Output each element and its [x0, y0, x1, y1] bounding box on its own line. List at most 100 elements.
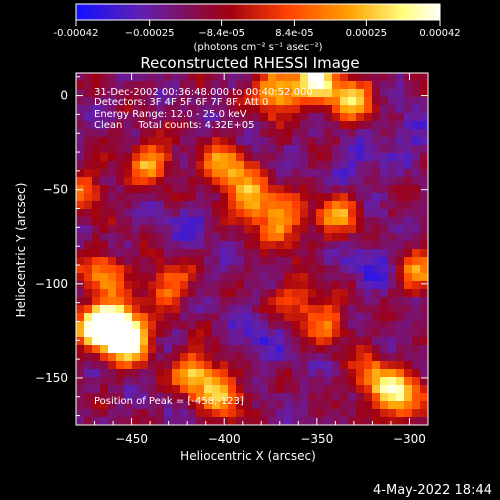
heatmap-cell	[340, 329, 349, 338]
heatmap-cell	[124, 265, 133, 274]
heatmap-cell	[132, 137, 141, 146]
heatmap-cell	[180, 145, 189, 154]
heatmap-cell	[220, 265, 229, 274]
heatmap-cell	[372, 361, 381, 370]
heatmap-cell	[364, 241, 373, 250]
heatmap-cell	[180, 201, 189, 210]
heatmap-cell	[92, 273, 101, 282]
heatmap-cell	[340, 185, 349, 194]
heatmap-cell	[316, 337, 325, 346]
heatmap-cell	[172, 105, 181, 114]
heatmap-cell	[348, 105, 357, 114]
heatmap-cell	[324, 249, 333, 258]
heatmap-cell	[156, 329, 165, 338]
heatmap-cell	[396, 353, 405, 362]
heatmap-cell	[236, 273, 245, 282]
heatmap-cell	[164, 369, 173, 378]
heatmap-cell	[236, 121, 245, 130]
heatmap-cell	[372, 169, 381, 178]
heatmap-cell	[140, 329, 149, 338]
heatmap-cell	[244, 97, 253, 106]
heatmap-cell	[340, 385, 349, 394]
heatmap-cell	[76, 265, 85, 274]
heatmap-cell	[124, 225, 133, 234]
heatmap-cell	[364, 177, 373, 186]
heatmap-cell	[228, 113, 237, 122]
heatmap-cell	[84, 113, 93, 122]
heatmap-cell	[252, 89, 261, 98]
heatmap-cell	[348, 353, 357, 362]
heatmap-cell	[180, 177, 189, 186]
heatmap-cell	[92, 153, 101, 162]
heatmap-cell	[356, 393, 365, 402]
heatmap-cell	[412, 369, 421, 378]
heatmap-cell	[420, 401, 429, 410]
heatmap-cell	[340, 129, 349, 138]
heatmap-cell	[172, 417, 181, 426]
heatmap-cell	[164, 105, 173, 114]
heatmap-cell	[420, 249, 429, 258]
heatmap-cell	[132, 305, 141, 314]
heatmap-cell	[156, 313, 165, 322]
heatmap-cell	[124, 185, 133, 194]
heatmap-cell	[148, 361, 157, 370]
heatmap-cell	[76, 289, 85, 298]
heatmap-cell	[244, 81, 253, 90]
heatmap-cell	[324, 281, 333, 290]
heatmap-cell	[372, 161, 381, 170]
heatmap-cell	[420, 321, 429, 330]
heatmap-cell	[340, 313, 349, 322]
heatmap-cell	[404, 105, 413, 114]
heatmap-cell	[300, 193, 309, 202]
heatmap-cell	[316, 289, 325, 298]
heatmap-cell	[340, 105, 349, 114]
heatmap-cell	[284, 305, 293, 314]
heatmap-cell	[348, 345, 357, 354]
heatmap-cell	[316, 313, 325, 322]
heatmap-cell	[364, 281, 373, 290]
heatmap-cell	[108, 129, 117, 138]
heatmap-cell	[276, 361, 285, 370]
heatmap-cell	[356, 329, 365, 338]
heatmap-cell	[196, 153, 205, 162]
heatmap-cell	[308, 369, 317, 378]
heatmap-cell	[364, 105, 373, 114]
heatmap-cell	[180, 209, 189, 218]
heatmap-cell	[340, 81, 349, 90]
heatmap-cell	[404, 217, 413, 226]
heatmap-cell	[196, 289, 205, 298]
heatmap-cell	[228, 89, 237, 98]
heatmap-cell	[372, 393, 381, 402]
heatmap-cell	[332, 241, 341, 250]
heatmap-cell	[244, 345, 253, 354]
heatmap-cell	[132, 289, 141, 298]
heatmap-cell	[356, 257, 365, 266]
heatmap-cell	[124, 145, 133, 154]
heatmap-cell	[180, 417, 189, 426]
heatmap-cell	[372, 273, 381, 282]
heatmap-cell	[236, 233, 245, 242]
heatmap-cell	[100, 265, 109, 274]
heatmap-cell	[348, 257, 357, 266]
heatmap-cell	[84, 249, 93, 258]
heatmap-cell	[84, 97, 93, 106]
heatmap-cell	[268, 369, 277, 378]
heatmap-cell	[204, 209, 213, 218]
heatmap-cell	[420, 417, 429, 426]
heatmap-cell	[300, 345, 309, 354]
heatmap-cell	[268, 289, 277, 298]
heatmap-cell	[100, 241, 109, 250]
heatmap-cell	[124, 329, 133, 338]
heatmap-cell	[340, 249, 349, 258]
heatmap-cell	[92, 353, 101, 362]
heatmap-cell	[204, 161, 213, 170]
heatmap-cell	[180, 169, 189, 178]
heatmap-cell	[132, 113, 141, 122]
colorbar-tick-label: −0.00025	[125, 28, 175, 39]
heatmap-cell	[124, 401, 133, 410]
heatmap-cell	[124, 289, 133, 298]
heatmap-cell	[84, 201, 93, 210]
heatmap-cell	[188, 297, 197, 306]
heatmap-cell	[236, 385, 245, 394]
colorbar-tick-label: −8.4e-05	[198, 28, 245, 39]
